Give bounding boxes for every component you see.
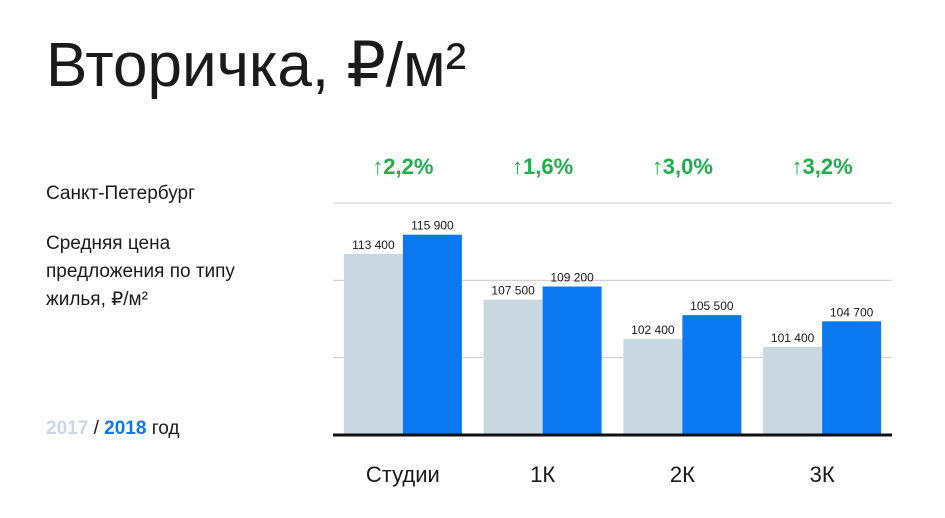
bar [763,346,823,435]
x-tick-label: 3К [810,462,835,487]
annotation: ↑3,0% [652,154,713,179]
bar [682,315,742,435]
annotation: ↑3,2% [792,154,853,179]
value-label: 101 400 [771,331,815,345]
x-tick-label: 2К [670,462,695,487]
bar [402,234,462,435]
value-label: 102 400 [631,323,675,337]
value-label: 105 500 [690,299,734,313]
value-label: 104 700 [830,305,874,319]
annotation: ↑2,2% [372,154,433,179]
legend-entry: 2018 [104,418,147,439]
legend-separator: / [93,418,99,439]
subtitle: Санкт-Петербург [46,183,196,204]
value-label: 115 900 [411,219,454,233]
legend-suffix: год [151,418,180,439]
legend-entry: 2017 [46,418,89,439]
x-tick-label: 1К [530,462,555,487]
bar [343,254,403,435]
value-label: 107 500 [491,284,535,298]
annotation: ↑1,6% [512,154,573,179]
chart-title: Вторичка, ₽/м² [46,31,467,100]
bar [483,299,543,435]
bar [623,339,683,435]
x-tick-label: Студии [366,462,440,487]
value-label: 113 400 [352,238,395,252]
legend: 2017 / 2018 год [46,418,179,440]
bar [822,321,882,435]
description: Средняя цена предложения по типу жилья, … [46,233,235,310]
bar [542,286,602,435]
value-label: 109 200 [550,271,594,285]
